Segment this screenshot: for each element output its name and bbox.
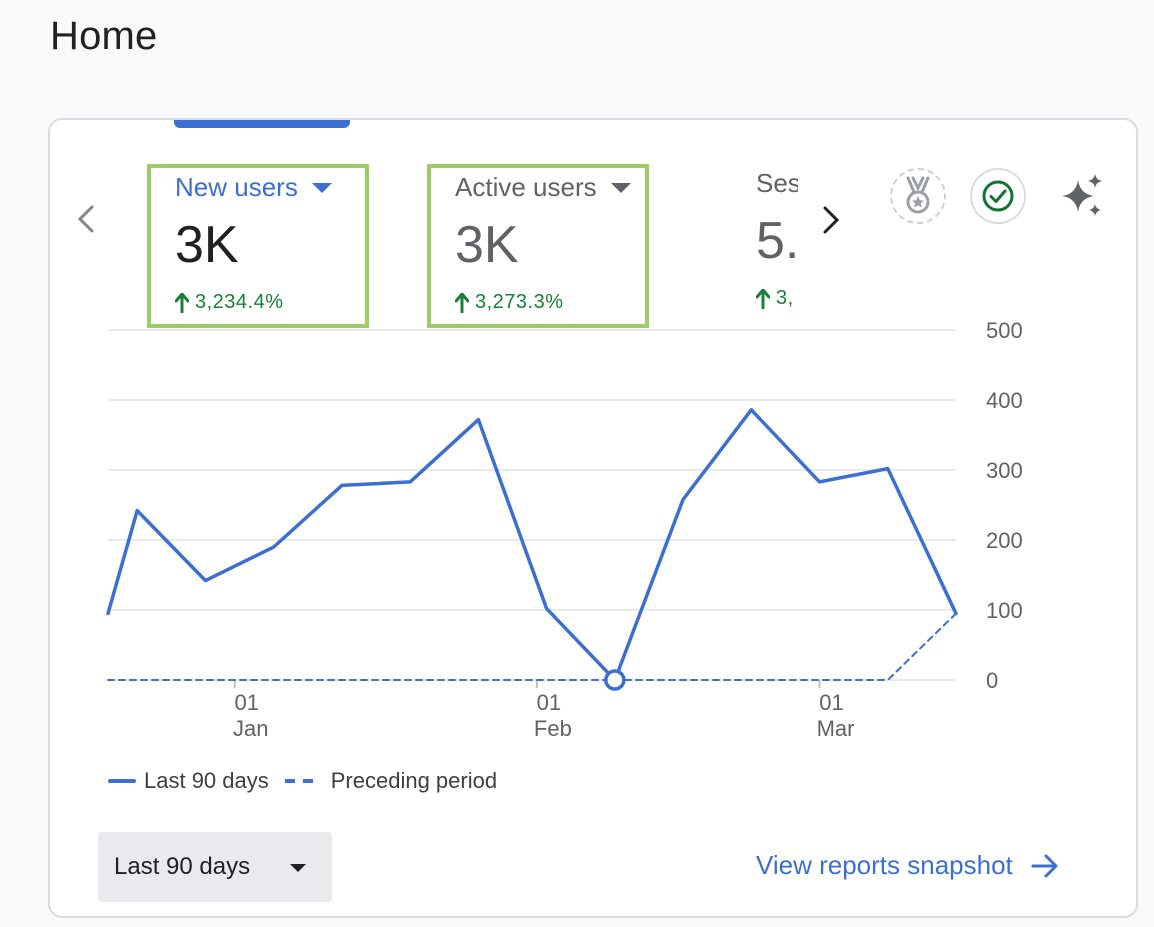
metric-label-dropdown[interactable]: New users xyxy=(175,172,365,203)
chart-legend: Last 90 days Preceding period xyxy=(108,768,513,794)
metric-label: Active users xyxy=(455,172,597,202)
date-range-dropdown[interactable]: Last 90 days xyxy=(98,832,332,902)
legend-item-current: Last 90 days xyxy=(108,768,269,794)
metric-change-value: 3, xyxy=(776,287,794,309)
caret-down-icon xyxy=(311,182,332,193)
view-reports-snapshot-link[interactable]: View reports snapshot xyxy=(756,850,1059,881)
metric-value: 3K xyxy=(455,216,519,274)
achievements-button[interactable] xyxy=(890,168,946,224)
arrow-up-icon xyxy=(175,292,189,313)
legend-label-previous: Preceding period xyxy=(330,768,498,793)
overview-card: New users 3K 3,234.4% Active users 3K 3,… xyxy=(48,118,1138,918)
date-range-label: Last 90 days xyxy=(114,853,251,880)
metric-change: 3, xyxy=(756,287,798,310)
metric-label: New users xyxy=(175,172,298,202)
sparkle-icon xyxy=(1062,174,1102,216)
metric-change-value: 3,234.4% xyxy=(195,291,284,313)
metric-label: Ses xyxy=(756,168,798,198)
arrow-up-icon xyxy=(455,292,469,313)
series-line-current xyxy=(106,408,958,682)
previous-metrics-button[interactable] xyxy=(72,202,100,236)
caret-down-icon xyxy=(610,182,631,193)
x-tick-day: 01 xyxy=(234,690,258,715)
next-metrics-button[interactable] xyxy=(816,202,846,238)
x-tick-day: 01 xyxy=(819,690,843,715)
metric-change-value: 3,273.3% xyxy=(475,291,564,313)
metric-sessions[interactable]: Ses 5. 3, xyxy=(756,164,798,328)
metric-label-dropdown[interactable]: Active users xyxy=(455,172,645,203)
ai-insights-button[interactable] xyxy=(1054,168,1110,224)
chevron-right-icon xyxy=(823,206,840,234)
y-tick-label: 500 xyxy=(986,318,1023,343)
highlight-point xyxy=(604,669,626,691)
x-tick-month: Feb xyxy=(534,716,572,741)
page-title: Home xyxy=(50,14,158,58)
insights-check-button[interactable] xyxy=(970,168,1026,224)
y-tick-label: 0 xyxy=(986,668,998,693)
snapshot-link-label: View reports snapshot xyxy=(756,850,1013,880)
metric-active-users[interactable]: Active users 3K 3,273.3% xyxy=(427,164,649,328)
x-tick-month: Jan xyxy=(233,716,268,741)
legend-swatch-solid xyxy=(108,779,136,783)
caret-down-icon xyxy=(290,864,306,872)
y-tick-label: 100 xyxy=(986,598,1023,623)
y-tick-label: 300 xyxy=(986,458,1023,483)
series-line-preceding xyxy=(107,612,957,681)
chevron-left-icon xyxy=(77,205,94,233)
legend-swatch-dashed xyxy=(284,779,313,783)
check-circle-icon xyxy=(982,180,1014,212)
legend-label-current: Last 90 days xyxy=(144,768,269,793)
y-tick-label: 200 xyxy=(986,528,1023,553)
y-tick-label: 400 xyxy=(986,388,1023,413)
metric-value: 5. xyxy=(756,212,798,270)
x-tick-day: 01 xyxy=(537,690,561,715)
legend-item-previous: Preceding period xyxy=(284,768,498,794)
metric-change: 3,273.3% xyxy=(455,291,645,314)
arrow-right-icon xyxy=(1031,854,1058,877)
medal-icon xyxy=(906,176,930,214)
metric-value: 3K xyxy=(175,216,239,274)
tab-indicator xyxy=(174,120,350,128)
arrow-up-icon xyxy=(756,288,770,309)
metric-new-users[interactable]: New users 3K 3,234.4% xyxy=(147,164,369,328)
x-tick-month: Mar xyxy=(817,716,855,741)
metric-change: 3,234.4% xyxy=(175,291,365,314)
